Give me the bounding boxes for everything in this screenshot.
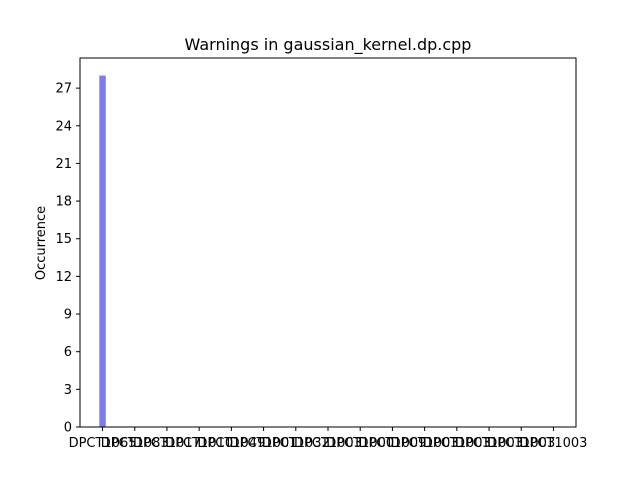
x-tick-label-6: DPCT1032 bbox=[262, 436, 330, 451]
y-tick-label-8: 24 bbox=[55, 119, 72, 134]
y-tick-label-3: 9 bbox=[64, 308, 72, 323]
y-tick-label-2: 6 bbox=[64, 345, 72, 360]
x-ticks-group: DPCT1065DPCT1083DPCT1017DPCT1010DPCT1049… bbox=[69, 427, 587, 451]
x-tick-label-3: DPCT1010 bbox=[165, 436, 233, 451]
y-tick-label-6: 18 bbox=[55, 195, 72, 210]
x-tick-label-0: DPCT1065 bbox=[69, 436, 137, 451]
y-tick-label-0: 0 bbox=[64, 421, 72, 436]
y-axis-label: Occurrence bbox=[34, 206, 49, 280]
x-tick-label-2: DPCT1017 bbox=[133, 436, 201, 451]
x-tick-label-5: DPCT1001 bbox=[230, 436, 298, 451]
x-tick-label-14: DPCT1003 bbox=[519, 436, 587, 451]
x-tick-label-1: DPCT1083 bbox=[101, 436, 169, 451]
y-tick-label-7: 21 bbox=[55, 157, 72, 172]
x-tick-label-8: DPCT1000 bbox=[326, 436, 394, 451]
x-tick-label-10: DPCT1003 bbox=[391, 436, 459, 451]
x-tick-label-13: DPCT1003 bbox=[487, 436, 555, 451]
x-tick-label-7: DPCT1003 bbox=[294, 436, 362, 451]
y-tick-label-5: 15 bbox=[55, 232, 72, 247]
x-tick-label-4: DPCT1049 bbox=[197, 436, 265, 451]
y-tick-label-9: 27 bbox=[55, 82, 72, 97]
y-tick-label-1: 3 bbox=[64, 383, 72, 398]
bars-group bbox=[99, 75, 106, 428]
y-ticks-group: 0 3 6 9 12 15 18 21 24 27 bbox=[55, 82, 80, 436]
chart-title: Warnings in gaussian_kernel.dp.cpp bbox=[185, 35, 472, 55]
y-tick-label-4: 12 bbox=[55, 270, 72, 285]
x-tick-label-11: DPCT1003 bbox=[423, 436, 491, 451]
plot-frame bbox=[79, 57, 577, 428]
x-tick-label-12: DPCT1003 bbox=[455, 436, 523, 451]
bar-0 bbox=[99, 75, 106, 428]
x-tick-label-9: DPCT1009 bbox=[358, 436, 426, 451]
